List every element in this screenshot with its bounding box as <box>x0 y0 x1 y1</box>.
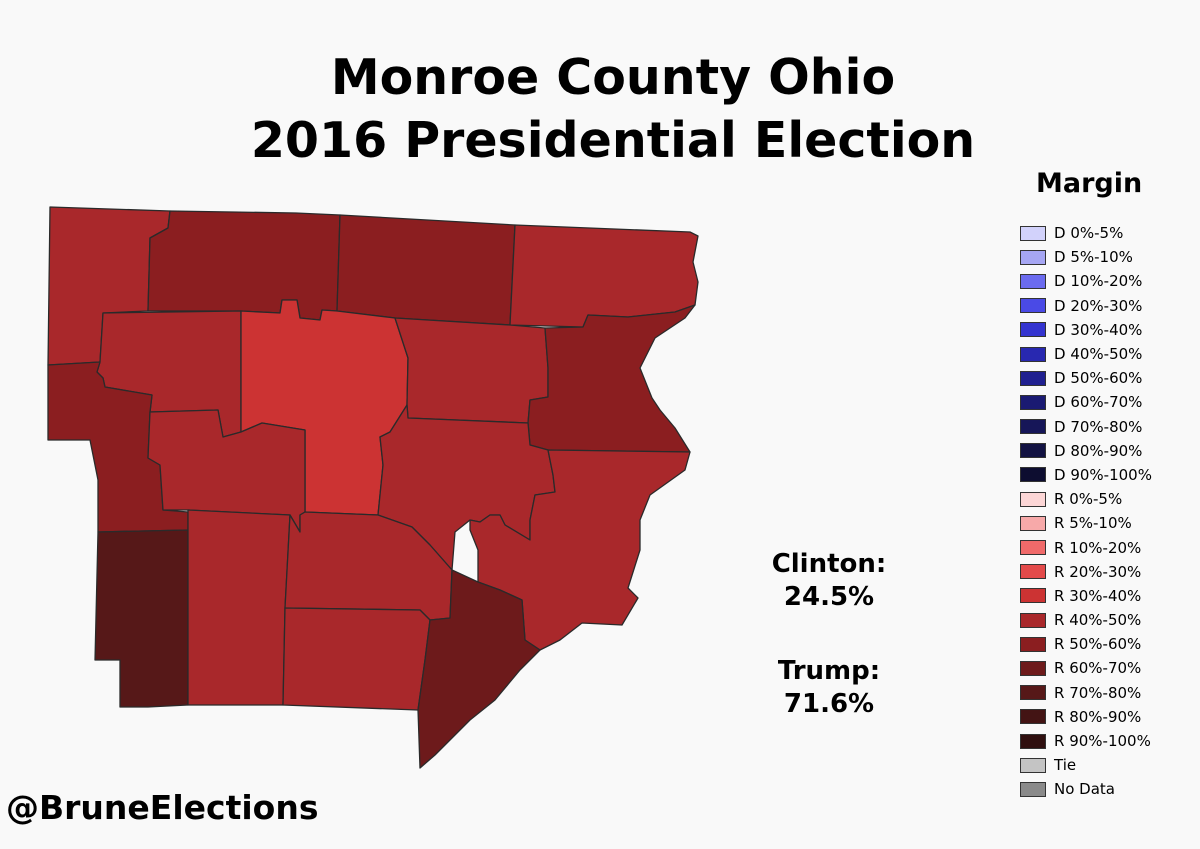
legend-swatch <box>1020 709 1046 725</box>
clinton-label: Clinton: <box>771 549 887 579</box>
legend-label: D 0%-5% <box>1054 224 1124 243</box>
clinton-result: Clinton: 24.5% <box>750 548 908 614</box>
legend-swatch <box>1020 298 1046 314</box>
legend-label: D 10%-20% <box>1054 272 1143 291</box>
legend-item: D 20%-30% <box>1020 294 1152 318</box>
legend: D 0%-5% D 5%-10% D 10%-20% D 20%-30% D 30%-4… <box>1020 221 1152 802</box>
legend-swatch <box>1020 660 1046 676</box>
legend-item: No Data <box>1020 777 1152 801</box>
legend-label: D 80%-90% <box>1054 441 1143 460</box>
legend-swatch <box>1020 273 1046 289</box>
trump-label: Trump: <box>777 656 881 686</box>
legend-label: D 70%-80% <box>1054 417 1143 436</box>
legend-item: R 90%-100% <box>1020 729 1152 753</box>
legend-label: Tie <box>1054 756 1077 775</box>
legend-label: R 90%-100% <box>1054 732 1151 751</box>
legend-label: R 20%-30% <box>1054 562 1142 581</box>
legend-item: R 10%-20% <box>1020 535 1152 559</box>
legend-label: No Data <box>1054 780 1115 799</box>
legend-swatch <box>1020 346 1046 362</box>
legend-item: D 50%-60% <box>1020 366 1152 390</box>
legend-label: R 70%-80% <box>1054 683 1142 702</box>
legend-item: R 60%-70% <box>1020 656 1152 680</box>
legend-swatch <box>1020 249 1046 265</box>
legend-swatch <box>1020 757 1046 773</box>
legend-item: R 40%-50% <box>1020 608 1152 632</box>
legend-item: R 80%-90% <box>1020 705 1152 729</box>
legend-label: D 30%-40% <box>1054 320 1143 339</box>
trump-result: Trump: 71.6% <box>750 655 908 721</box>
legend-label: D 5%-10% <box>1054 248 1133 267</box>
township-southwest[interactable] <box>94 529 189 708</box>
legend-swatch <box>1020 370 1046 386</box>
credit-handle: @BruneElections <box>6 788 319 827</box>
legend-swatch <box>1020 491 1046 507</box>
legend-label: R 0%-5% <box>1054 490 1123 509</box>
legend-swatch <box>1020 322 1046 338</box>
legend-item: D 30%-40% <box>1020 318 1152 342</box>
township-northeast[interactable] <box>509 224 699 328</box>
township-north-east-central[interactable] <box>336 214 516 326</box>
township-southeast-river[interactable] <box>417 569 541 769</box>
legend-item: D 60%-70% <box>1020 390 1152 414</box>
legend-label: D 60%-70% <box>1054 393 1143 412</box>
clinton-percentage: 24.5% <box>783 582 875 612</box>
legend-label: R 50%-60% <box>1054 635 1142 654</box>
township-north-west-central[interactable] <box>147 210 341 321</box>
legend-swatch <box>1020 443 1046 459</box>
legend-swatch <box>1020 540 1046 556</box>
legend-label: R 60%-70% <box>1054 659 1142 678</box>
legend-swatch <box>1020 467 1046 483</box>
legend-swatch <box>1020 781 1046 797</box>
legend-swatch <box>1020 685 1046 701</box>
legend-swatch <box>1020 564 1046 580</box>
legend-item: R 20%-30% <box>1020 560 1152 584</box>
township-east[interactable] <box>527 304 696 453</box>
legend-swatch <box>1020 394 1046 410</box>
legend-item: D 70%-80% <box>1020 415 1152 439</box>
legend-label: D 40%-50% <box>1054 345 1143 364</box>
township-south-west-central[interactable] <box>187 509 291 706</box>
legend-label: D 50%-60% <box>1054 369 1143 388</box>
legend-swatch <box>1020 419 1046 435</box>
township-south[interactable] <box>282 607 431 711</box>
legend-item: R 5%-10% <box>1020 511 1152 535</box>
legend-item: Tie <box>1020 753 1152 777</box>
legend-item: D 40%-50% <box>1020 342 1152 366</box>
legend-item: D 5%-10% <box>1020 245 1152 269</box>
legend-swatch <box>1020 733 1046 749</box>
map-title-line-1: Monroe County Ohio <box>330 49 896 106</box>
legend-heading: Margin <box>1036 168 1143 199</box>
trump-percentage: 71.6% <box>783 689 875 719</box>
legend-item: D 0%-5% <box>1020 221 1152 245</box>
legend-swatch <box>1020 588 1046 604</box>
legend-swatch <box>1020 636 1046 652</box>
legend-item: D 90%-100% <box>1020 463 1152 487</box>
legend-item: R 50%-60% <box>1020 632 1152 656</box>
legend-label: D 90%-100% <box>1054 465 1152 484</box>
township-east-upper-central[interactable] <box>394 317 549 424</box>
map-title-line-2: 2016 Presidential Election <box>250 112 976 169</box>
legend-label: R 5%-10% <box>1054 514 1132 533</box>
legend-swatch <box>1020 515 1046 531</box>
legend-item: R 0%-5% <box>1020 487 1152 511</box>
legend-label: R 80%-90% <box>1054 707 1142 726</box>
legend-label: D 20%-30% <box>1054 296 1143 315</box>
legend-label: R 40%-50% <box>1054 611 1142 630</box>
legend-item: D 10%-20% <box>1020 269 1152 293</box>
legend-item: D 80%-90% <box>1020 439 1152 463</box>
legend-swatch <box>1020 612 1046 628</box>
legend-label: R 10%-20% <box>1054 538 1142 557</box>
legend-label: R 30%-40% <box>1054 586 1142 605</box>
legend-swatch <box>1020 225 1046 241</box>
legend-item: R 70%-80% <box>1020 681 1152 705</box>
legend-item: R 30%-40% <box>1020 584 1152 608</box>
